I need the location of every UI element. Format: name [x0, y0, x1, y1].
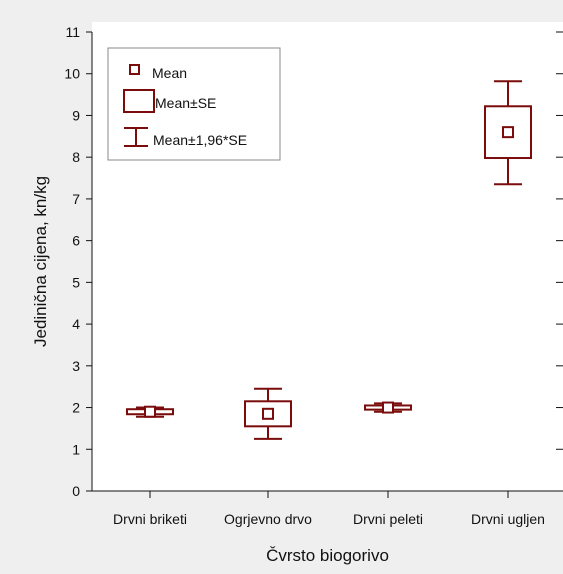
x-tick-label: Drvni ugljen: [471, 511, 545, 527]
legend-label: Mean: [152, 65, 187, 81]
box-group: [484, 80, 532, 186]
data-marks: [126, 80, 532, 440]
y-tick-label: 1: [72, 441, 80, 457]
legend-item: Mean: [129, 64, 187, 81]
legend-label: Mean±1,96*SE: [153, 132, 247, 148]
y-tick-label: 2: [72, 400, 80, 416]
mean-point: [382, 401, 394, 414]
mean-point: [144, 405, 156, 418]
legend-label: Mean±SE: [155, 95, 216, 111]
x-tick-label: Drvni peleti: [353, 511, 423, 527]
x-axis-title: Čvrsto biogorivo: [266, 546, 389, 565]
box-group: [364, 401, 412, 414]
legend-item: Mean±SE: [123, 89, 216, 113]
y-tick-label: 6: [72, 233, 80, 249]
y-tick-label: 9: [72, 107, 80, 123]
mean-point: [262, 407, 274, 420]
y-tick-label: 0: [72, 483, 80, 499]
y-tick-label: 5: [72, 274, 80, 290]
box-group: [126, 405, 174, 418]
legend-se-symbol: [123, 89, 155, 113]
legend: Mean Mean±SE Mean±1,96*SE: [107, 47, 281, 161]
legend-mean-symbol: [129, 64, 140, 75]
y-tick-label: 4: [72, 316, 80, 332]
x-tick-label: Ogrjevno drvo: [224, 511, 312, 527]
y-tick-label: 10: [64, 66, 80, 82]
y-tick-label: 11: [65, 24, 80, 40]
box-group: [244, 387, 292, 440]
y-tick-label: 8: [72, 149, 80, 165]
mean-point: [502, 126, 514, 139]
x-tick-label: Drvni briketi: [113, 511, 187, 527]
y-axis-title: Jedinična cijena, kn/kg: [31, 176, 50, 347]
y-tick-label: 3: [72, 358, 80, 374]
axes: 0 1 2 3 4 5 6 7 8 9 10 11 Drvni briketi Ogrjevno drvo…: [64, 24, 563, 527]
legend-item: Mean±1,96*SE: [124, 127, 247, 148]
y-tick-label: 7: [72, 191, 80, 207]
